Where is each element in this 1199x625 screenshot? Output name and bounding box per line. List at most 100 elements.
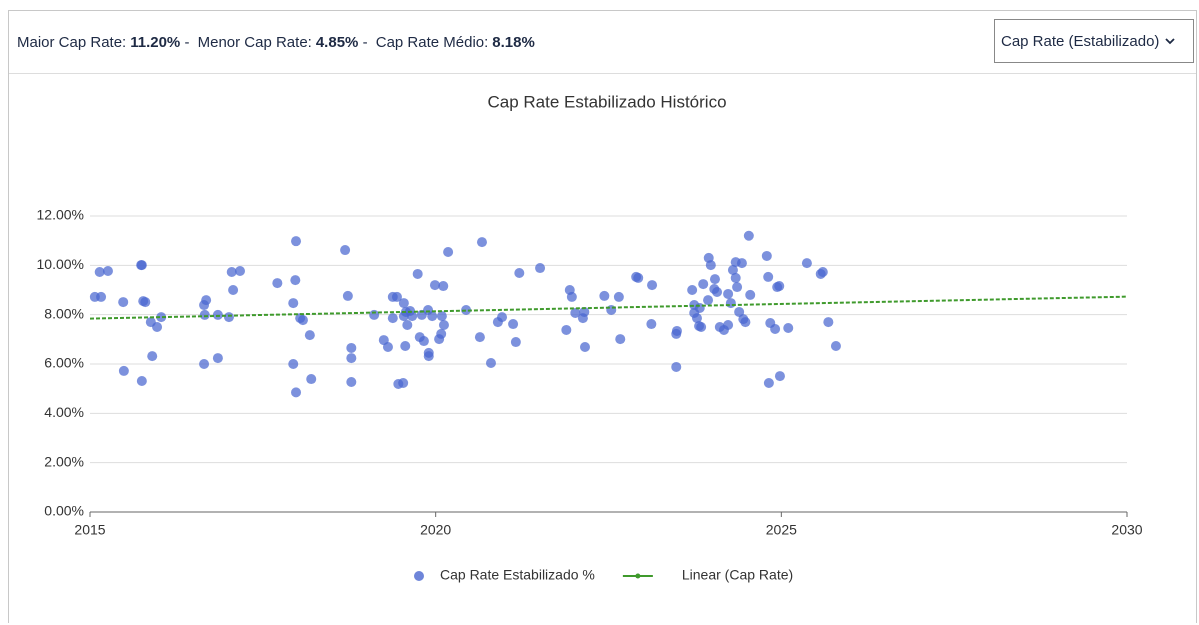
point bbox=[774, 281, 785, 292]
legend-marker bbox=[414, 571, 424, 581]
point bbox=[763, 377, 774, 388]
point bbox=[535, 263, 546, 274]
point bbox=[235, 266, 246, 277]
point bbox=[461, 304, 472, 315]
point bbox=[288, 359, 299, 369]
separator: - bbox=[362, 34, 368, 51]
point bbox=[136, 376, 147, 387]
y-tick-label: 10.00% bbox=[37, 256, 84, 272]
point bbox=[288, 298, 299, 309]
point bbox=[579, 341, 590, 352]
point bbox=[443, 247, 454, 258]
point bbox=[438, 320, 449, 331]
point bbox=[613, 291, 624, 302]
legend-label: Cap Rate Estabilizado % bbox=[440, 567, 595, 583]
point bbox=[745, 289, 756, 300]
point bbox=[510, 337, 521, 348]
y-tick-label: 6.00% bbox=[44, 355, 84, 371]
point bbox=[398, 298, 409, 309]
y-tick-label: 4.00% bbox=[44, 404, 84, 420]
stat-value: 11.20% bbox=[130, 34, 181, 51]
point bbox=[346, 353, 357, 364]
point bbox=[398, 377, 409, 388]
point bbox=[407, 311, 418, 322]
point bbox=[346, 377, 357, 388]
point bbox=[436, 311, 447, 322]
point bbox=[671, 325, 682, 336]
x-tick-label: 2020 bbox=[420, 522, 451, 538]
point bbox=[646, 319, 657, 330]
point bbox=[476, 237, 487, 248]
point bbox=[423, 351, 434, 362]
point bbox=[346, 342, 357, 353]
point bbox=[147, 351, 158, 362]
stat-value: 8.18% bbox=[492, 34, 535, 51]
point bbox=[118, 297, 129, 308]
point bbox=[136, 260, 147, 271]
point bbox=[709, 274, 720, 285]
card: Maior Cap Rate: 11.20% - Menor Cap Rate: 4… bbox=[8, 10, 1197, 623]
point bbox=[340, 245, 351, 256]
point bbox=[770, 323, 781, 334]
point bbox=[703, 295, 714, 306]
point bbox=[152, 322, 163, 332]
y-tick-label: 8.00% bbox=[44, 305, 84, 321]
point bbox=[761, 250, 772, 261]
x-tick-label: 2015 bbox=[74, 522, 105, 538]
point bbox=[830, 340, 841, 351]
point bbox=[223, 312, 234, 323]
point bbox=[687, 285, 698, 295]
point bbox=[199, 309, 210, 320]
point bbox=[712, 286, 723, 297]
dropdown[interactable]: Cap Rate (Estabilizado) bbox=[994, 19, 1194, 63]
point bbox=[579, 306, 590, 317]
point bbox=[570, 307, 581, 318]
point bbox=[723, 288, 734, 299]
point bbox=[723, 320, 734, 331]
point bbox=[561, 324, 572, 335]
point bbox=[823, 317, 834, 328]
stat-value: 4.85% bbox=[315, 34, 359, 51]
point bbox=[599, 290, 610, 301]
point bbox=[429, 280, 440, 291]
point bbox=[694, 303, 705, 314]
stat-label: Menor Cap Rate: bbox=[197, 34, 312, 51]
point bbox=[291, 387, 302, 398]
legend-marker bbox=[635, 573, 641, 579]
point bbox=[774, 371, 785, 382]
stat-label: Maior Cap Rate: bbox=[17, 34, 127, 51]
point bbox=[736, 258, 747, 269]
point bbox=[306, 374, 317, 385]
trend-line bbox=[89, 295, 1128, 320]
stats: Maior Cap Rate: 11.20% - Menor Cap Rate: 4… bbox=[17, 34, 535, 51]
point bbox=[201, 295, 212, 306]
x-tick-label: 2025 bbox=[766, 522, 797, 538]
point bbox=[514, 267, 525, 278]
y-tick-label: 12.00% bbox=[37, 207, 84, 223]
point bbox=[297, 315, 308, 326]
dropdown-label: Cap Rate (Estabilizado) bbox=[1001, 32, 1160, 50]
point bbox=[304, 330, 315, 341]
point bbox=[691, 313, 702, 324]
point bbox=[427, 311, 438, 322]
point bbox=[633, 272, 644, 283]
point bbox=[615, 334, 626, 345]
point bbox=[743, 230, 754, 241]
point bbox=[412, 268, 423, 279]
point bbox=[342, 290, 353, 301]
point bbox=[369, 309, 380, 320]
chart-title: Cap Rate Estabilizado Histórico bbox=[487, 92, 726, 111]
point bbox=[566, 291, 577, 302]
stat-label: Cap Rate Médio: bbox=[375, 34, 489, 51]
point bbox=[400, 340, 411, 351]
point bbox=[725, 298, 736, 309]
chevron-icon bbox=[1165, 38, 1176, 45]
y-tick-label: 2.00% bbox=[44, 453, 84, 469]
point bbox=[418, 336, 429, 347]
point bbox=[436, 328, 447, 339]
point bbox=[387, 313, 398, 324]
point bbox=[102, 266, 113, 277]
point bbox=[497, 312, 508, 323]
